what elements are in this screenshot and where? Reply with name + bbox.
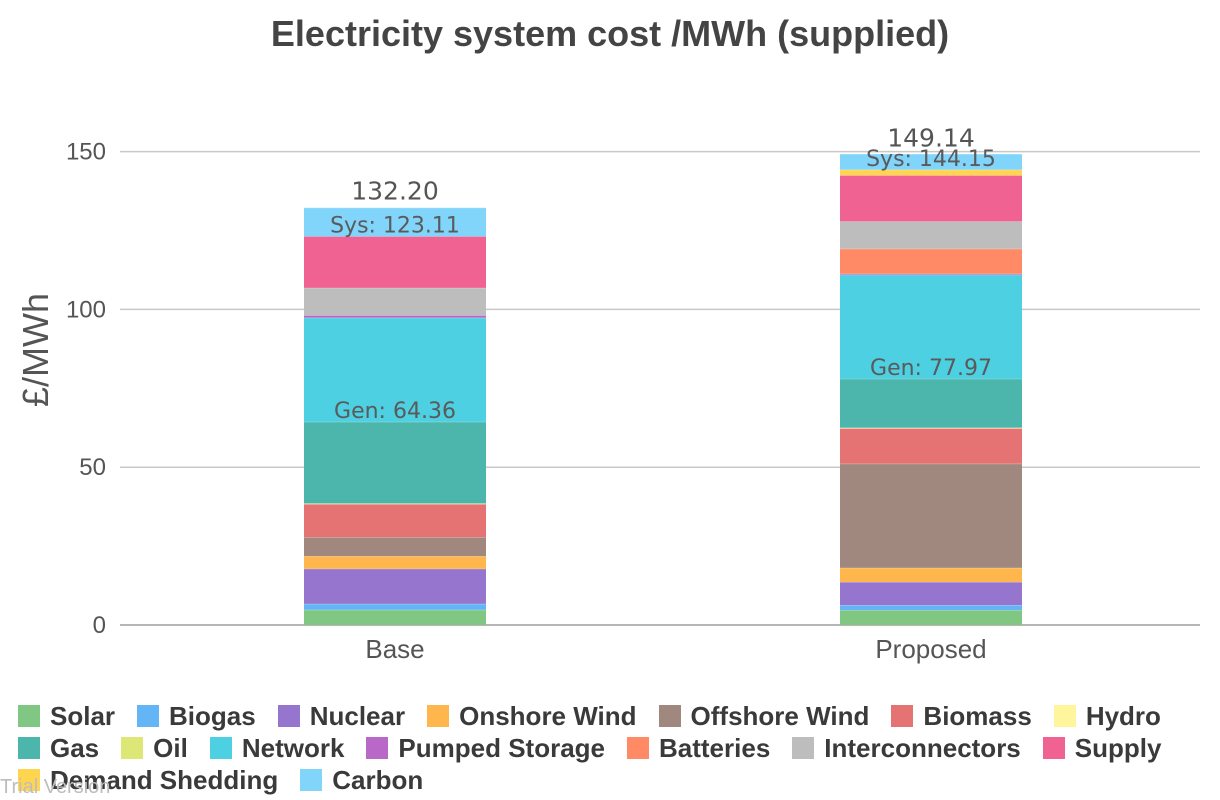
legend-swatch <box>18 737 40 759</box>
legend-swatch <box>1053 705 1076 727</box>
bar-segment <box>840 428 1022 464</box>
legend-item: Carbon <box>300 765 423 796</box>
bar-segment <box>840 427 1022 429</box>
legend-label: Hydro <box>1085 700 1161 731</box>
legend-item: Nuclear <box>277 700 406 732</box>
data-labels: Base Gen: 64.36 Sys: 123.11 132.20 Proposed G… <box>330 123 996 664</box>
bars <box>304 153 1022 625</box>
legend-label: Oil <box>153 732 188 763</box>
legend-row: Solar Biogas Nuclear Onshore Wind Offshore W… <box>18 700 1218 732</box>
y-tick-label: 150 <box>66 139 106 166</box>
legend-label: Batteries <box>659 732 771 763</box>
y-tick-label: 50 <box>79 454 106 481</box>
legend-swatch <box>366 737 389 759</box>
bar-segment <box>840 169 1022 176</box>
bar-segment <box>840 378 1022 428</box>
legend-swatch <box>1042 737 1065 759</box>
legend-item: Biogas <box>137 701 256 732</box>
legend-item: Gas <box>18 733 99 764</box>
total-label: 132.20 <box>351 177 438 206</box>
legend-swatch <box>658 705 681 727</box>
watermark: Trial Version <box>0 776 111 798</box>
bar-segment <box>840 463 1022 568</box>
bar-segment <box>840 610 1022 625</box>
legend-item: Supply <box>1042 732 1162 764</box>
legend-item: Solar <box>18 701 115 732</box>
bar-segment <box>304 603 486 610</box>
legend-swatch <box>792 737 815 759</box>
legend-row: Gas Oil Network Pumped Storage Batteries Inte… <box>18 732 1218 764</box>
sys-label: Sys: 144.15 <box>866 147 996 172</box>
legend-label: Interconnectors <box>824 732 1021 763</box>
legend-swatch <box>627 737 649 759</box>
legend-label: Solar <box>50 700 116 731</box>
y-tick-label: 0 <box>93 612 106 639</box>
bar-segment <box>840 153 1022 170</box>
legend-swatch <box>277 705 300 727</box>
legend-label: Biogas <box>169 700 256 731</box>
bar-segment <box>304 315 486 318</box>
legend-row: Demand Shedding Carbon <box>18 764 1218 796</box>
bar-segment <box>840 582 1022 606</box>
bar-segment <box>840 248 1022 274</box>
legend-label: Demand Shedding <box>50 764 279 795</box>
gridlines: 0 50 100 150 <box>66 139 1200 639</box>
bar-segment <box>304 537 486 557</box>
x-tick-label: Base <box>365 634 424 664</box>
bar-segment <box>304 568 486 604</box>
bar-segment <box>304 207 486 237</box>
legend-item: Pumped Storage <box>366 733 605 764</box>
bar-segment <box>840 605 1022 611</box>
bar-segment <box>304 556 486 569</box>
y-tick-label: 100 <box>66 296 106 323</box>
bar-segment <box>840 567 1022 583</box>
legend-item: Offshore Wind <box>658 700 870 732</box>
bar-segment <box>840 175 1022 222</box>
legend-swatch <box>137 705 160 727</box>
legend-label: Biomass <box>923 700 1032 731</box>
legend-swatch <box>427 705 450 727</box>
bar-segment <box>840 221 1022 249</box>
bar-segment <box>304 504 486 538</box>
legend-swatch <box>18 705 40 727</box>
legend-label: Pumped Storage <box>398 732 605 763</box>
legend-label: Network <box>241 732 345 763</box>
legend-label: Offshore Wind <box>690 700 870 731</box>
legend-item: Biomass <box>891 700 1032 732</box>
legend-item: Demand Shedding <box>18 765 278 796</box>
legend-label: Nuclear <box>309 700 406 731</box>
legend-item: Network <box>209 732 345 764</box>
bar-segment <box>304 317 486 422</box>
bar-segment <box>304 287 486 316</box>
bar-segment <box>304 236 486 288</box>
legend-item: Oil <box>121 733 188 764</box>
legend-swatch <box>300 769 323 791</box>
legend-label: Carbon <box>332 764 424 795</box>
legend-label: Supply <box>1074 732 1162 763</box>
legend-swatch <box>891 705 914 727</box>
legend-swatch <box>18 769 40 791</box>
bar-segment <box>840 273 1022 275</box>
legend-item: Interconnectors <box>792 733 1021 764</box>
sys-label: Sys: 123.11 <box>330 213 460 238</box>
legend-label: Onshore Wind <box>459 700 637 731</box>
bar-segment <box>304 421 486 504</box>
legend-swatch <box>209 737 232 759</box>
gen-label: Gen: 64.36 <box>334 399 456 424</box>
chart-title: Electricity system cost /MWh (supplied) <box>271 13 949 54</box>
y-axis-label: £/MWh <box>15 293 56 407</box>
bar-segment <box>304 503 486 505</box>
legend-item: Batteries <box>627 733 770 764</box>
legend: Solar Biogas Nuclear Onshore Wind Offshore W… <box>18 700 1218 796</box>
legend-item: Hydro <box>1053 700 1161 732</box>
gen-label: Gen: 77.97 <box>870 356 992 381</box>
x-tick-label: Proposed <box>875 634 986 664</box>
bar-segment <box>304 609 486 625</box>
bar-segment <box>840 274 1022 379</box>
legend-label: Gas <box>50 732 100 763</box>
legend-item: Onshore Wind <box>427 700 637 732</box>
total-label: 149.14 <box>887 123 974 152</box>
legend-swatch <box>121 737 144 759</box>
